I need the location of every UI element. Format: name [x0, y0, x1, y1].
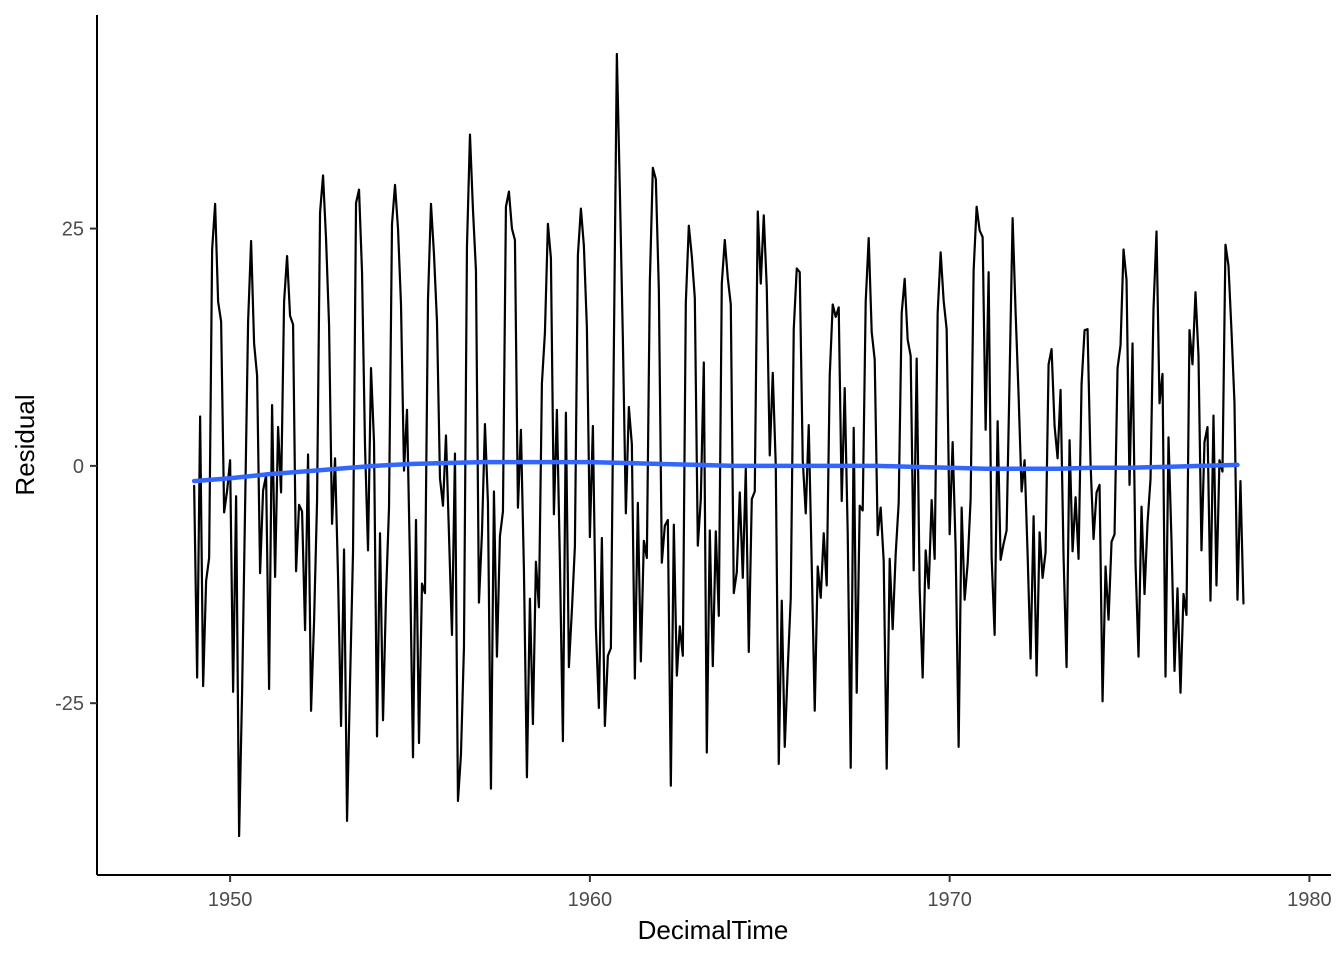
- plot-area: [191, 52, 1245, 838]
- y-tick-label: -25: [55, 693, 84, 715]
- y-axis-title: Residual: [10, 394, 40, 495]
- x-tick-label: 1960: [568, 889, 613, 911]
- y-tick-label: 0: [73, 456, 84, 478]
- x-tick-label: 1970: [927, 889, 972, 911]
- x-tick-label: 1950: [208, 889, 253, 911]
- smooth-trend-line: [191, 459, 1240, 484]
- x-axis-title: DecimalTime: [638, 915, 789, 945]
- residual-series-line: [193, 52, 1245, 838]
- x-axis-ticks: 1950 1960 1970 1980: [208, 875, 1332, 911]
- x-tick-label: 1980: [1287, 889, 1332, 911]
- y-tick-label: 25: [62, 219, 84, 241]
- y-axis-ticks: -25 0 25: [55, 219, 97, 715]
